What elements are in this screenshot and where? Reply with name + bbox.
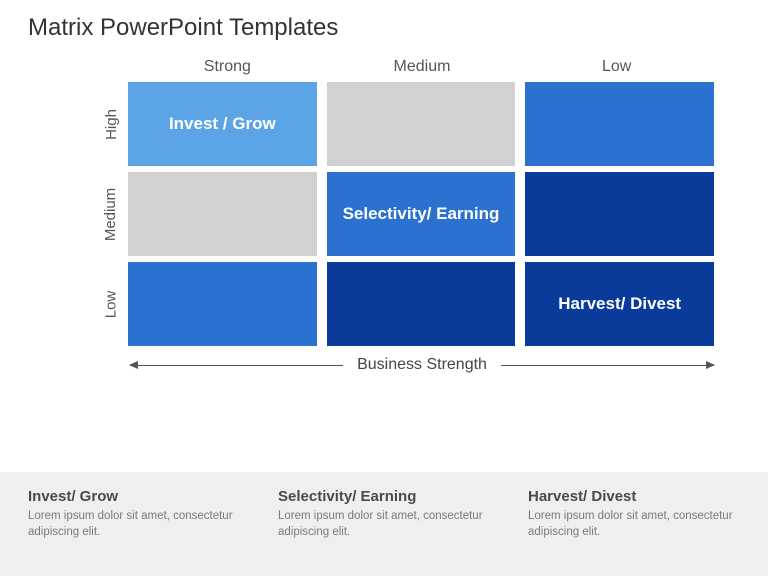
footer-text-selectivity: Lorem ipsum dolor sit amet, consectetur … bbox=[278, 509, 490, 540]
row-header-medium: Medium bbox=[94, 172, 128, 256]
slide: Matrix PowerPoint Templates Strong Mediu… bbox=[0, 0, 768, 472]
row-high-cells: Invest / Grow bbox=[128, 82, 714, 166]
column-headers: Strong Medium Low bbox=[130, 58, 714, 76]
footer-col-harvest: Harvest/ Divest Lorem ipsum dolor sit am… bbox=[528, 488, 740, 562]
footer: Invest/ Grow Lorem ipsum dolor sit amet,… bbox=[0, 472, 768, 576]
axis-label: Business Strength bbox=[343, 356, 501, 374]
cell-low-strong bbox=[128, 262, 317, 346]
footer-heading-invest: Invest/ Grow bbox=[28, 488, 240, 505]
row-header-low-label: Low bbox=[103, 290, 120, 318]
row-header-medium-label: Medium bbox=[103, 187, 120, 240]
col-header-medium: Medium bbox=[325, 58, 520, 76]
row-header-high: High bbox=[94, 82, 128, 166]
cell-high-medium bbox=[327, 82, 516, 166]
footer-text-harvest: Lorem ipsum dolor sit amet, consectetur … bbox=[528, 509, 740, 540]
cell-medium-medium: Selectivity/ Earning bbox=[327, 172, 516, 256]
cell-high-low bbox=[525, 82, 714, 166]
footer-text-invest: Lorem ipsum dolor sit amet, consectetur … bbox=[28, 509, 240, 540]
col-header-strong: Strong bbox=[130, 58, 325, 76]
row-medium-cells: Selectivity/ Earning bbox=[128, 172, 714, 256]
axis-arrow-left-icon bbox=[130, 365, 343, 366]
row-low-cells: Harvest/ Divest bbox=[128, 262, 714, 346]
footer-col-selectivity: Selectivity/ Earning Lorem ipsum dolor s… bbox=[278, 488, 490, 562]
slide-title: Matrix PowerPoint Templates bbox=[28, 14, 338, 42]
cell-medium-low bbox=[525, 172, 714, 256]
cell-medium-strong bbox=[128, 172, 317, 256]
matrix-row-low: Low Harvest/ Divest bbox=[94, 262, 714, 346]
axis-arrow-right-icon bbox=[501, 365, 714, 366]
x-axis: Business Strength bbox=[130, 356, 714, 374]
footer-heading-harvest: Harvest/ Divest bbox=[528, 488, 740, 505]
matrix-row-medium: Medium Selectivity/ Earning bbox=[94, 172, 714, 256]
row-header-low: Low bbox=[94, 262, 128, 346]
col-header-low: Low bbox=[519, 58, 714, 76]
matrix-row-high: High Invest / Grow bbox=[94, 82, 714, 166]
footer-heading-selectivity: Selectivity/ Earning bbox=[278, 488, 490, 505]
matrix: Strong Medium Low High Invest / Grow Med… bbox=[94, 58, 714, 374]
cell-low-low: Harvest/ Divest bbox=[525, 262, 714, 346]
cell-low-medium bbox=[327, 262, 516, 346]
cell-high-strong: Invest / Grow bbox=[128, 82, 317, 166]
row-header-high-label: High bbox=[102, 109, 119, 140]
footer-col-invest: Invest/ Grow Lorem ipsum dolor sit amet,… bbox=[28, 488, 240, 562]
